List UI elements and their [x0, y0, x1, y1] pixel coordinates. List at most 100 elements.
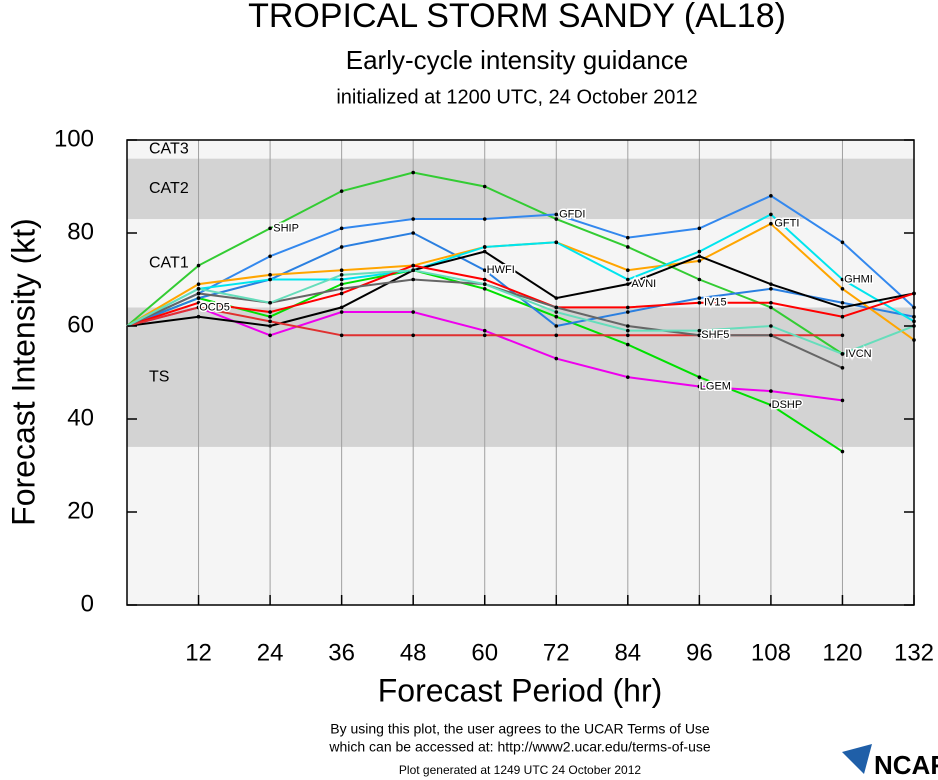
data-point: [840, 287, 845, 291]
data-point: [626, 235, 630, 240]
series-label: HWFI: [487, 264, 515, 276]
data-point: [268, 319, 272, 324]
band-label: CAT3: [149, 141, 189, 158]
series-label: DSHP: [772, 399, 803, 411]
intensity-band: [127, 307, 914, 447]
data-point: [697, 249, 702, 254]
plot-frame: [126, 139, 915, 606]
data-point: [554, 310, 559, 314]
data-point: [554, 217, 559, 221]
series-label: OCD5: [199, 301, 230, 313]
data-point: [411, 231, 415, 235]
data-point: [196, 305, 201, 310]
data-point: [482, 287, 487, 291]
data-point: [769, 282, 773, 286]
data-point: [912, 305, 916, 310]
series-label: GHMI: [844, 273, 873, 285]
data-point: [411, 217, 415, 221]
data-point: [840, 314, 845, 319]
data-point: [697, 384, 702, 389]
data-point: [626, 268, 630, 273]
data-point: [769, 324, 773, 328]
x-tick-label: 96: [686, 639, 713, 666]
data-point: [626, 324, 630, 328]
data-point: [411, 310, 415, 314]
data-point: [196, 263, 201, 268]
y-tick-label: 20: [67, 497, 94, 524]
data-point: [268, 324, 272, 328]
y-tick-label: 100: [54, 125, 94, 152]
band-label: TS: [149, 368, 169, 385]
data-point: [339, 245, 344, 249]
ncar-logo: NCAR: [842, 744, 938, 780]
y-tick-label: 80: [67, 218, 94, 245]
data-point: [268, 254, 272, 259]
x-tick-label: 120: [822, 639, 862, 666]
series-label: AVNI: [631, 278, 656, 290]
data-point: [268, 277, 272, 282]
x-tick-label: 48: [400, 639, 427, 666]
data-point: [840, 333, 845, 338]
x-tick-label: 60: [471, 639, 498, 666]
data-point: [697, 259, 702, 263]
data-point: [554, 305, 559, 310]
data-point: [411, 263, 415, 268]
data-point: [769, 305, 773, 310]
data-point: [912, 319, 916, 324]
data-point: [554, 356, 559, 361]
y-axis-title: Forecast Intensity (kt): [5, 218, 41, 526]
terms-text: By using this plot, the user agrees to t…: [330, 721, 710, 737]
series-line: [126, 264, 915, 327]
y-tick-label: 40: [67, 404, 94, 431]
x-tick-label: 36: [328, 639, 355, 666]
data-point: [482, 245, 487, 249]
data-point: [554, 324, 559, 328]
x-tick-label: 12: [185, 639, 212, 666]
terms-url: which can be accessed at: http://www2.uc…: [328, 739, 711, 755]
data-point: [482, 282, 487, 286]
data-point: [840, 398, 845, 403]
data-point: [339, 291, 344, 296]
data-point: [697, 296, 702, 300]
data-point: [626, 333, 630, 338]
x-tick-label: 24: [257, 639, 284, 666]
data-point: [840, 352, 845, 356]
x-tick-label: 84: [614, 639, 641, 666]
data-point: [697, 300, 702, 305]
data-point: [769, 287, 773, 291]
data-point: [268, 310, 272, 314]
data-point: [554, 212, 559, 217]
data-point: [626, 328, 630, 333]
series-line: [126, 194, 915, 327]
logo-text: NCAR: [874, 750, 938, 780]
data-point: [268, 333, 272, 338]
data-point: [411, 268, 415, 273]
data-point: [697, 375, 702, 379]
data-point: [697, 333, 702, 338]
x-tick-label: 108: [751, 639, 791, 666]
chart-title: TROPICAL STORM SANDY (AL18): [248, 0, 786, 35]
data-point: [339, 333, 344, 338]
series-line: [126, 213, 915, 327]
data-point: [482, 184, 487, 189]
x-tick-label: 72: [543, 639, 570, 666]
data-point: [626, 277, 630, 282]
data-point: [554, 240, 559, 245]
data-point: [339, 305, 344, 310]
data-point: [339, 189, 344, 193]
series-label: SHIP: [273, 222, 299, 234]
data-point: [554, 296, 559, 300]
chart-subtitle: Early-cycle intensity guidance: [346, 45, 689, 75]
data-point: [339, 268, 344, 273]
series-label: IV15: [704, 297, 727, 309]
data-point: [697, 328, 702, 333]
data-point: [769, 212, 773, 217]
data-point: [840, 240, 845, 245]
data-point: [339, 226, 344, 231]
data-point: [268, 273, 272, 277]
data-point: [769, 221, 773, 226]
data-point: [411, 170, 415, 175]
series-line: [126, 250, 915, 328]
